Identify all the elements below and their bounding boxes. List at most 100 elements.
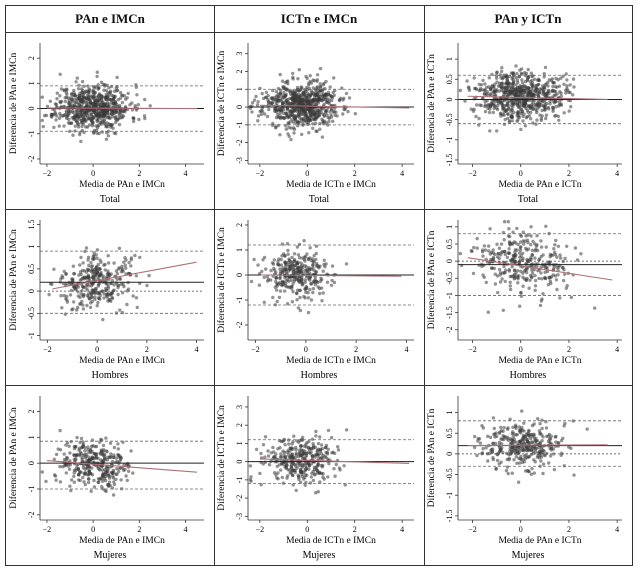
data-point (293, 463, 297, 467)
data-point (266, 454, 271, 458)
data-point (534, 122, 538, 126)
data-point (518, 240, 523, 244)
data-point (291, 483, 295, 487)
data-point (121, 114, 126, 118)
data-point (68, 463, 73, 467)
data-point (97, 296, 101, 301)
data-point (504, 468, 509, 473)
data-point (78, 454, 82, 458)
data-point (80, 79, 85, 84)
data-point (83, 119, 87, 123)
data-point (555, 92, 559, 96)
data-point (554, 99, 558, 104)
data-point (115, 84, 119, 89)
data-point (275, 464, 279, 468)
data-point (274, 94, 279, 98)
data-point (564, 72, 568, 76)
data-point (496, 84, 501, 88)
data-point (89, 450, 93, 455)
data-point (52, 267, 56, 271)
data-point (539, 118, 543, 123)
data-point (59, 294, 63, 298)
data-point (517, 425, 521, 429)
data-point (90, 299, 94, 304)
data-point (248, 464, 253, 468)
data-point (73, 129, 77, 133)
data-point (481, 78, 485, 83)
data-point (81, 307, 86, 311)
x-tick-label: 4 (184, 525, 188, 534)
data-point (67, 444, 71, 448)
data-point (549, 434, 553, 438)
data-point (292, 113, 297, 118)
data-point (308, 278, 312, 282)
data-point (274, 288, 279, 292)
data-point (540, 108, 544, 113)
data-point (101, 82, 106, 86)
data-point (532, 471, 536, 475)
data-point (86, 445, 90, 449)
data-point (106, 254, 110, 258)
data-point (498, 81, 502, 85)
data-point (473, 434, 477, 439)
data-point (314, 261, 319, 266)
data-point (303, 255, 308, 259)
regression-line (467, 444, 608, 447)
data-point (47, 292, 51, 297)
data-point (514, 423, 518, 427)
data-point (521, 230, 525, 234)
data-point (483, 82, 487, 86)
data-point (313, 283, 317, 287)
data-point (77, 96, 81, 101)
data-point (96, 456, 100, 460)
data-point (105, 450, 109, 454)
data-point (100, 96, 104, 101)
data-point (310, 257, 315, 261)
data-point (291, 270, 295, 275)
data-point (63, 463, 67, 467)
data-point (526, 67, 530, 72)
data-point (332, 467, 336, 471)
data-point (465, 79, 469, 83)
data-point (95, 131, 99, 135)
x-tick-label: −2 (251, 345, 260, 354)
data-point (119, 90, 123, 95)
data-point (537, 103, 541, 108)
regression-line (259, 104, 410, 109)
data-point (269, 278, 273, 282)
data-point (108, 104, 112, 108)
data-point (495, 70, 499, 74)
data-point (514, 260, 518, 264)
data-point (118, 277, 123, 281)
data-point (259, 451, 263, 456)
data-point (520, 425, 524, 430)
data-point (511, 81, 515, 86)
data-point (491, 457, 495, 462)
y-axis-label: Diferencia de PAn e IMCn (8, 407, 19, 509)
data-point (315, 73, 320, 77)
data-point (526, 240, 530, 245)
y-tick-label: -3 (235, 157, 244, 164)
data-point (77, 83, 81, 87)
data-point (458, 251, 463, 256)
data-point (531, 121, 535, 125)
data-point (273, 109, 277, 114)
data-point (143, 116, 147, 121)
data-point (58, 428, 62, 433)
data-point (480, 250, 485, 254)
data-point (300, 465, 305, 469)
data-point (112, 261, 116, 265)
data-point (488, 129, 492, 133)
data-point (283, 289, 287, 293)
data-point (83, 472, 87, 477)
data-point (94, 114, 99, 118)
data-point (261, 258, 265, 262)
data-point (78, 450, 83, 454)
data-point (117, 246, 122, 250)
data-point (84, 246, 89, 250)
data-point (298, 462, 302, 466)
y-tick-label: 1 (235, 87, 244, 91)
data-point (507, 251, 511, 256)
data-point (105, 131, 109, 135)
data-point (512, 458, 516, 462)
